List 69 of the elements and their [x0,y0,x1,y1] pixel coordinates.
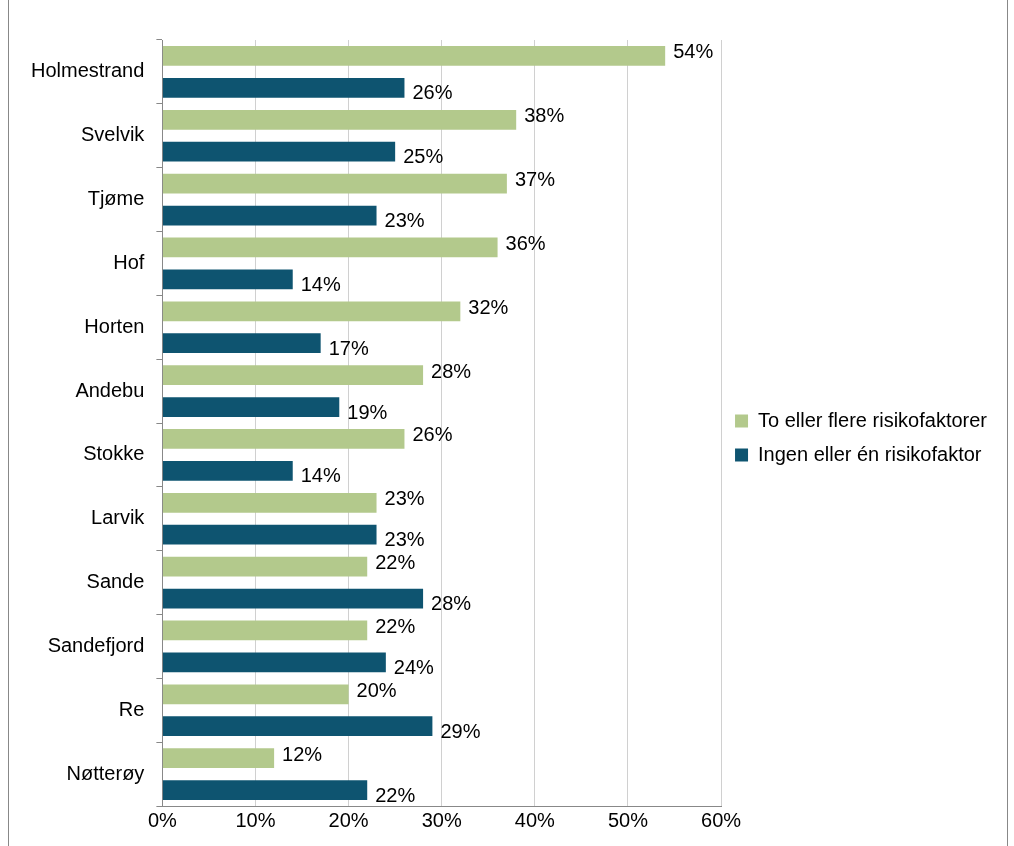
data-label: 14% [300,464,341,487]
x-tick-label: 10% [235,808,276,831]
bar [162,588,424,609]
legend-label: Ingen eller én risikofaktor [758,442,982,465]
data-label: 37% [514,168,556,191]
data-label: 38% [524,104,565,127]
bar [162,397,340,417]
bar [162,652,386,673]
data-label: 22% [375,614,416,637]
bar [162,109,517,130]
bar [162,269,293,290]
bar [162,77,405,98]
bar [162,365,424,386]
x-tick-label: 0% [147,808,178,831]
data-label: 54% [673,40,714,63]
bar [162,205,377,226]
y-tick-label: Svelvik [81,123,146,146]
data-label: 25% [403,145,444,168]
data-label: 22% [375,783,416,806]
data-label: 32% [468,295,509,318]
y-tick-label: Larvik [91,506,146,529]
y-tick-label: Andebu [75,378,145,401]
data-label: 36% [505,231,546,254]
data-label: 12% [282,742,323,765]
data-label: 26% [412,423,453,446]
data-label: 26% [412,81,453,104]
bar [162,333,321,354]
data-label: 29% [440,719,481,742]
y-tick-label: Re [118,697,145,720]
x-tick-label: 20% [328,808,369,831]
data-label: 17% [328,336,369,359]
x-tick-label: 30% [421,808,462,831]
bar [162,173,507,194]
data-label: 22% [375,551,416,574]
data-label: 23% [384,487,425,510]
y-tick-label: Nøtterøy [66,761,145,784]
legend-label: To eller flere risikofaktorer [758,408,988,431]
x-tick-label: 40% [514,808,556,831]
data-label: 23% [384,209,425,232]
bar [162,492,377,513]
bar [162,141,396,162]
bar [162,780,368,800]
bar [162,460,293,481]
y-tick-label: Sande [86,570,145,593]
bar [162,556,368,577]
data-label: 19% [347,400,388,423]
bar [162,684,349,705]
bar [162,620,368,641]
y-tick-label: Tjøme [87,187,145,210]
bar [162,237,498,258]
x-tick-label: 60% [701,808,742,831]
bar [162,429,405,449]
data-label: 28% [431,359,472,382]
data-label: 23% [384,528,425,551]
bar [162,748,275,769]
bar [162,301,461,322]
data-label: 24% [393,655,435,678]
y-tick-label: Holmestrand [30,59,145,82]
y-tick-label: Stokke [83,442,145,465]
bar [162,46,666,66]
data-label: 28% [431,592,472,615]
y-tick-label: Sandefjord [47,633,145,656]
bar [162,716,433,737]
data-label: 14% [300,272,341,295]
y-tick-label: Hof [113,250,145,273]
data-label: 20% [356,678,397,701]
x-tick-label: 50% [607,808,649,831]
y-tick-label: Horten [84,314,145,337]
bar [162,524,377,545]
